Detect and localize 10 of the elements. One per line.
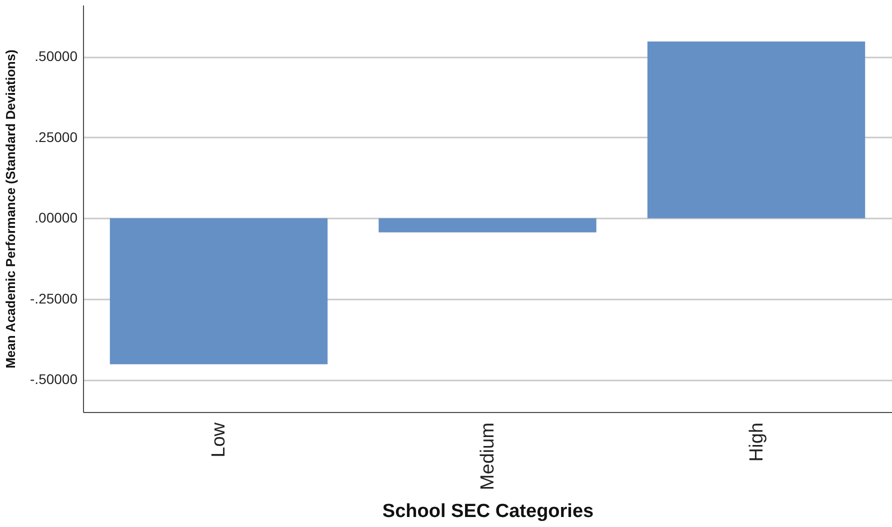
x-tick-label: Medium xyxy=(478,422,498,490)
y-tick-label: -.50000 xyxy=(30,371,78,388)
y-tick-label: -.25000 xyxy=(30,290,78,306)
y-tick-label: .25000 xyxy=(34,128,78,145)
y-tick-label: .50000 xyxy=(34,48,78,64)
y-axis-title: Mean Academic Performance (Standard Deviations) xyxy=(3,50,18,368)
x-tick-label: Low xyxy=(208,422,230,458)
x-tick-label: High xyxy=(746,422,768,462)
y-tick-label: .00000 xyxy=(34,210,78,226)
x-axis-title: School SEC Categories xyxy=(382,501,594,522)
